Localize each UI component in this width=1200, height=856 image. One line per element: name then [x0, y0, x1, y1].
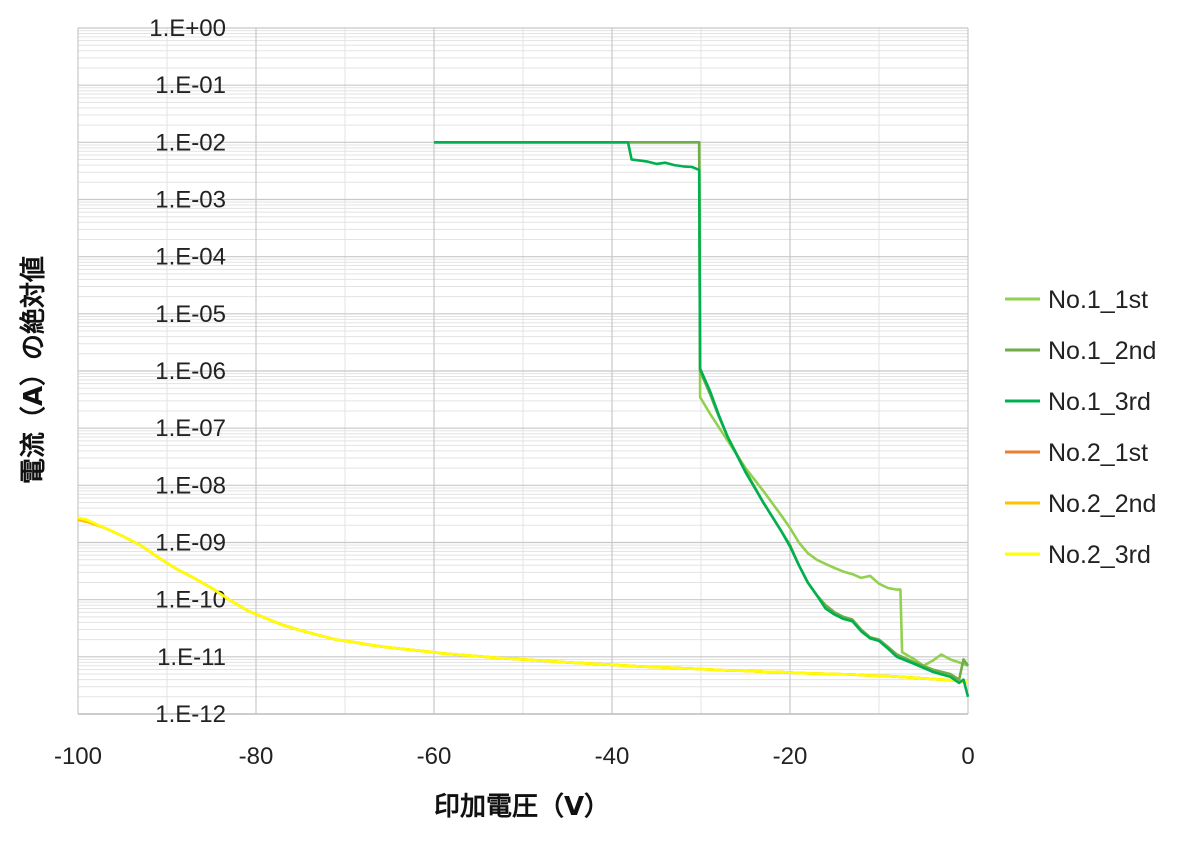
x-axis-label: 印加電圧（V） [434, 792, 610, 822]
plot-area [77, 141, 970, 698]
series-line-no-2-3rd [77, 516, 969, 684]
y-tick-label: 1.E-05 [155, 301, 226, 328]
legend-entry: No.1_2nd [1048, 337, 1156, 365]
series-line-no-1-3rd [434, 141, 970, 698]
legend: No.1_1st No.1_2nd No.1_3rd No.2_1st No.2_2nd… [1005, 286, 1156, 569]
y-tick-label: 1.E-12 [155, 701, 226, 728]
legend-entry: No.1_3rd [1048, 388, 1151, 416]
legend-entry: No.2_3rd [1048, 541, 1151, 569]
y-tick-label: 1.E-07 [155, 415, 226, 442]
y-tick-labels: 1.E+00 1.E-01 1.E-02 1.E-03 1.E-04 1.E-05 1.E-… [149, 15, 226, 728]
legend-entry: No.2_1st [1048, 439, 1148, 467]
y-tick-label: 1.E-08 [155, 472, 226, 499]
y-tick-label: 1.E-06 [155, 358, 226, 385]
x-tick-labels: -100 -80 -60 -40 -20 0 [54, 743, 975, 770]
y-tick-label: 1.E-03 [155, 187, 226, 214]
legend-entry: No.1_1st [1048, 286, 1148, 314]
y-tick-label: 1.E+00 [149, 15, 226, 42]
x-tick-label: -20 [773, 743, 808, 770]
legend-entry: No.2_2nd [1048, 490, 1156, 518]
y-tick-label: 1.E-04 [155, 244, 226, 271]
y-tick-label: 1.E-01 [155, 72, 226, 99]
x-tick-label: -40 [595, 743, 630, 770]
x-tick-label: -100 [54, 743, 102, 770]
x-tick-label: -80 [239, 743, 274, 770]
y-tick-label: 1.E-09 [155, 530, 226, 557]
x-tick-label: -60 [417, 743, 452, 770]
y-tick-label: 1.E-02 [155, 129, 226, 156]
y-axis-label: 電流（A）の絶対値 [18, 256, 49, 484]
y-tick-label: 1.E-11 [157, 644, 226, 671]
x-tick-label: 0 [961, 743, 974, 770]
